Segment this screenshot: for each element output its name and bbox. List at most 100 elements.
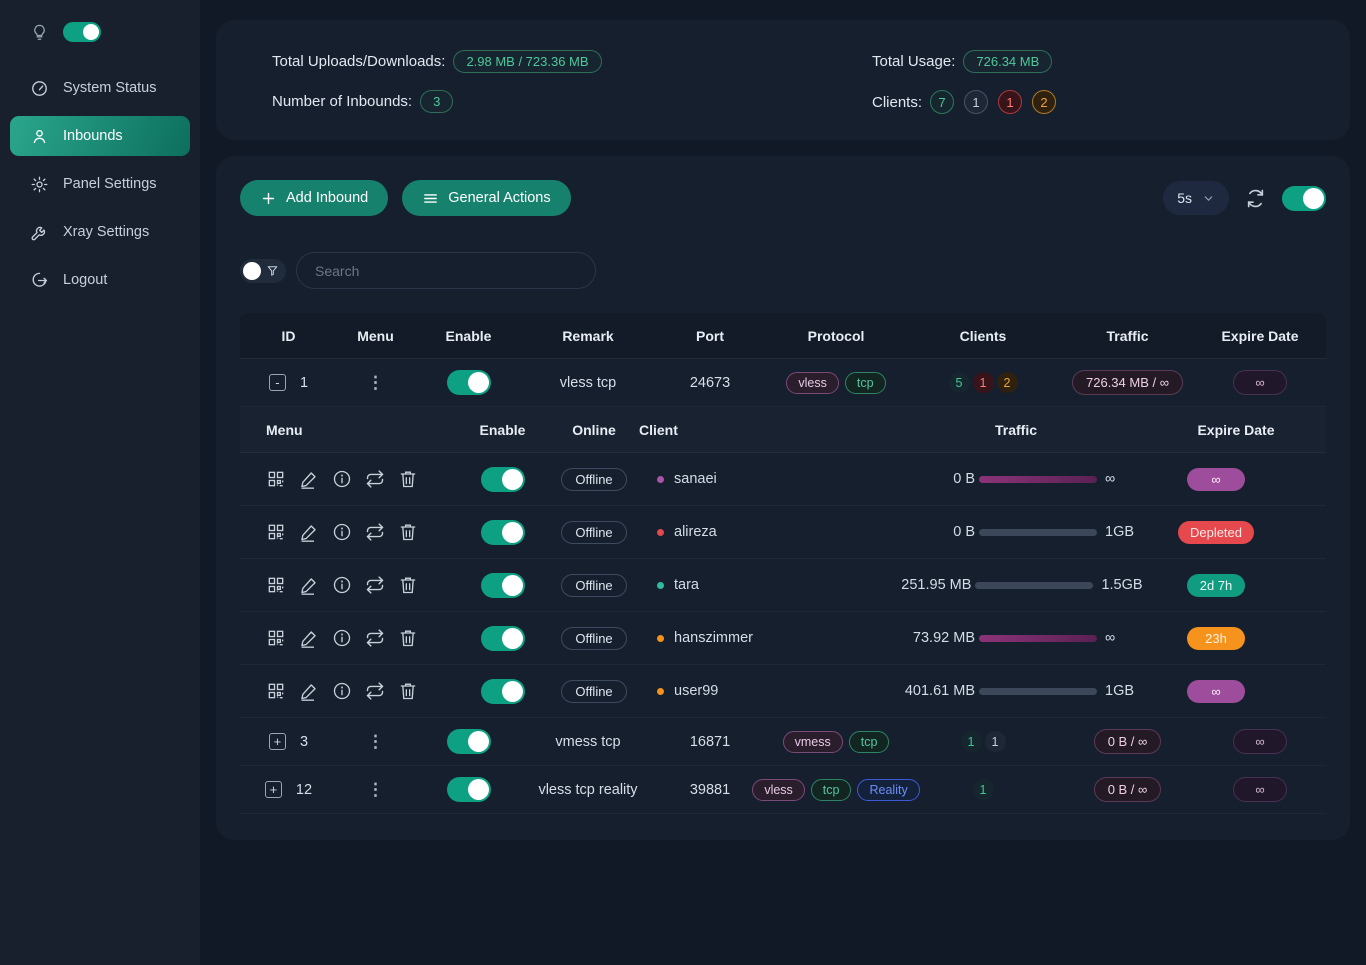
- lightbulb-icon: [30, 23, 49, 42]
- inbound-traffic-cell: 0 B / ∞: [1061, 729, 1194, 754]
- client-traffic-bar: [975, 581, 1094, 589]
- info-icon[interactable]: [332, 522, 352, 542]
- client-enable-toggle[interactable]: [480, 466, 525, 492]
- theme-toggle[interactable]: [63, 22, 101, 42]
- sidebar-item-panel-settings[interactable]: Panel Settings: [10, 164, 190, 204]
- sidebar-item-label: Panel Settings: [63, 176, 157, 192]
- refresh-icon[interactable]: [1245, 188, 1266, 209]
- inbound-enable-toggle[interactable]: [446, 777, 491, 802]
- info-icon[interactable]: [332, 628, 352, 648]
- sidebar-item-xray-settings[interactable]: Xray Settings: [10, 212, 190, 252]
- client-expire-badge: ∞: [1187, 467, 1245, 491]
- edit-icon[interactable]: [299, 628, 319, 648]
- expand-toggle-button[interactable]: -: [268, 374, 286, 391]
- theme-toggle-row: [0, 14, 200, 50]
- gear-icon: [30, 175, 49, 194]
- qrcode-icon[interactable]: [266, 628, 286, 648]
- inbound-expire-cell: ∞: [1194, 777, 1326, 802]
- client-online-cell: Offline: [549, 520, 639, 544]
- edit-icon[interactable]: [299, 575, 319, 595]
- protocol-badge-vless: vless: [752, 778, 805, 801]
- client-traffic-bar: [979, 475, 1097, 483]
- edit-icon[interactable]: [299, 522, 319, 542]
- reset-traffic-icon[interactable]: [365, 522, 385, 542]
- search-input[interactable]: [296, 252, 596, 289]
- info-icon[interactable]: [332, 575, 352, 595]
- sidebar-item-label: Inbounds: [63, 128, 123, 144]
- client-traffic-cell: 73.92 MB ∞: [886, 630, 1146, 646]
- edit-icon[interactable]: [299, 681, 319, 701]
- reset-traffic-icon[interactable]: [365, 469, 385, 489]
- reset-traffic-icon[interactable]: [365, 575, 385, 595]
- logout-icon: [30, 271, 49, 290]
- sidebar-item-logout[interactable]: Logout: [10, 260, 190, 300]
- reset-traffic-icon[interactable]: [365, 681, 385, 701]
- expand-toggle-button[interactable]: +: [268, 733, 286, 750]
- inbound-id: 3: [299, 733, 309, 750]
- client-name-cell: sanaei: [639, 471, 886, 487]
- delete-icon[interactable]: [398, 628, 418, 648]
- toggle-knob: [501, 680, 523, 702]
- auto-refresh-toggle[interactable]: [1282, 185, 1326, 211]
- qrcode-icon[interactable]: [266, 469, 286, 489]
- client-enable-toggle[interactable]: [480, 678, 525, 704]
- row-menu-button[interactable]: ⋮: [367, 731, 384, 751]
- client-row: Offline sanaei 0 B ∞ ∞: [240, 453, 1326, 506]
- row-menu-button[interactable]: ⋮: [367, 372, 384, 392]
- filter-toggle[interactable]: [240, 258, 286, 283]
- total-updown-label: Total Uploads/Downloads:: [272, 53, 446, 70]
- sidebar: System Status Inbounds Panel Settings Xray …: [0, 0, 200, 965]
- client-traffic-cell: 401.61 MB 1GB: [886, 683, 1146, 699]
- online-status-badge: Offline: [561, 467, 627, 491]
- client-enable-toggle[interactable]: [480, 519, 525, 545]
- inbound-traffic-badge: 0 B / ∞: [1093, 777, 1162, 802]
- delete-icon[interactable]: [398, 469, 418, 489]
- inbound-enable-toggle[interactable]: [446, 729, 491, 754]
- inbounds-table: ID Menu Enable Remark Port Protocol Clients Tra…: [240, 313, 1326, 814]
- delete-icon[interactable]: [398, 522, 418, 542]
- info-icon[interactable]: [332, 469, 352, 489]
- qrcode-icon[interactable]: [266, 681, 286, 701]
- client-row: Offline hanszimmer 73.92 MB ∞ 23h: [240, 612, 1326, 665]
- subtable-column-header-online: Online: [572, 421, 616, 438]
- delete-icon[interactable]: [398, 681, 418, 701]
- client-traffic-limit: 1.5GB: [1101, 577, 1143, 593]
- client-subtable: Menu Enable Online Client Traffic Expire Date…: [240, 407, 1326, 718]
- client-status-dot: [657, 475, 664, 483]
- inbound-expire-cell: ∞: [1194, 729, 1326, 754]
- client-count-badge: 7: [930, 90, 955, 114]
- inbounds-panel: Add Inbound General Actions 5s: [216, 156, 1350, 840]
- client-enable-toggle[interactable]: [480, 572, 525, 598]
- expand-toggle-button[interactable]: +: [264, 781, 282, 798]
- wrench-icon: [30, 223, 49, 242]
- qrcode-icon[interactable]: [266, 522, 286, 542]
- reset-traffic-icon[interactable]: [365, 628, 385, 648]
- protocol-badge-vless: vless: [786, 371, 839, 394]
- sidebar-item-inbounds[interactable]: Inbounds: [10, 116, 190, 156]
- sidebar-item-label: Logout: [63, 272, 108, 288]
- sidebar-item-system-status[interactable]: System Status: [10, 68, 190, 108]
- inbound-remark: vmess tcp: [555, 733, 621, 750]
- client-status-dot: [657, 528, 664, 536]
- general-actions-button[interactable]: General Actions: [402, 180, 571, 216]
- delete-icon[interactable]: [398, 575, 418, 595]
- main-area: Total Uploads/Downloads: 2.98 MB / 723.3…: [200, 0, 1366, 965]
- info-icon[interactable]: [332, 681, 352, 701]
- client-name: user99: [674, 683, 719, 699]
- refresh-interval-select[interactable]: 5s: [1163, 181, 1229, 215]
- client-status-dot: [657, 634, 664, 642]
- inbound-protocol-cell: vmess tcp: [767, 730, 905, 753]
- client-name: tara: [674, 577, 699, 593]
- client-traffic-limit: 1GB: [1105, 683, 1135, 699]
- inbound-enable-cell: [414, 777, 523, 802]
- add-inbound-button[interactable]: Add Inbound: [240, 180, 389, 216]
- inbound-enable-toggle[interactable]: [446, 370, 491, 395]
- row-menu-button[interactable]: ⋮: [367, 779, 384, 799]
- inbound-port: 16871: [689, 733, 731, 750]
- edit-icon[interactable]: [299, 469, 319, 489]
- client-expire-badge: 2d 7h: [1187, 573, 1245, 597]
- client-name-cell: user99: [639, 683, 886, 699]
- client-name: sanaei: [674, 471, 717, 487]
- qrcode-icon[interactable]: [266, 575, 286, 595]
- client-enable-toggle[interactable]: [480, 625, 525, 651]
